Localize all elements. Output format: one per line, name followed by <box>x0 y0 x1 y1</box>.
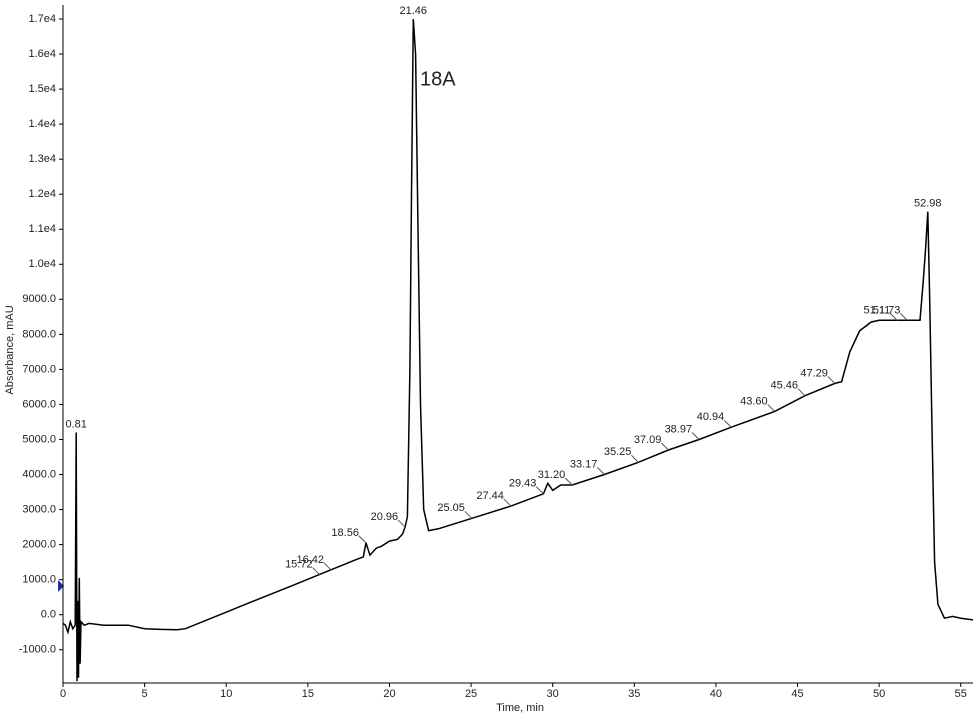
data-line <box>62 18 973 682</box>
leader <box>723 419 732 428</box>
peak-label: 27.44 <box>476 490 504 502</box>
y-tick-label: 6000.0 <box>22 398 56 410</box>
peak-label: 31.20 <box>538 469 566 481</box>
x-tick-label: 40 <box>710 688 722 700</box>
annotation: 18A <box>420 68 456 90</box>
peak-label: 16.42 <box>296 554 324 566</box>
y-tick-label: 1.5e4 <box>28 83 56 95</box>
y-tick-label: 7000.0 <box>22 363 56 375</box>
peak-label: 15.72 <box>285 558 313 570</box>
leader <box>767 404 776 412</box>
y-tick-label: 5000.0 <box>22 433 56 445</box>
x-tick-label: 20 <box>383 688 395 700</box>
leader <box>797 388 806 397</box>
peak-label: 45.46 <box>771 380 799 392</box>
leader <box>827 376 836 384</box>
leader <box>661 442 669 451</box>
y-tick-label: 8000.0 <box>22 328 56 340</box>
peak-label: 29.43 <box>509 478 537 490</box>
y-tick-label: -1000.0 <box>19 644 56 656</box>
x-tick-label: 55 <box>955 688 967 700</box>
peak-label: 43.60 <box>740 395 768 407</box>
peak-label: 47.29 <box>800 367 828 379</box>
x-axis-title: Time, min <box>496 702 544 714</box>
peak-label: 52.98 <box>914 198 942 210</box>
x-tick-label: 30 <box>547 688 559 700</box>
marker <box>58 580 64 592</box>
x-tick-label: 15 <box>302 688 314 700</box>
y-tick-label: 4000.0 <box>22 468 56 480</box>
y-axis-title: Absorbance, mAU <box>4 305 16 394</box>
peak-label: 40.94 <box>697 411 725 423</box>
x-tick-label: 25 <box>465 688 477 700</box>
y-tick-label: 2000.0 <box>22 539 56 551</box>
leader <box>358 535 367 544</box>
leader <box>691 432 700 440</box>
y-tick-label: 1.1e4 <box>28 223 56 235</box>
x-tick-label: 50 <box>873 688 885 700</box>
leader <box>397 519 406 528</box>
y-tick-label: 1.3e4 <box>28 153 56 165</box>
x-tick-label: 5 <box>142 688 148 700</box>
leader <box>536 486 544 495</box>
peak-label: 21.46 <box>400 5 428 17</box>
x-tick-label: 10 <box>220 688 232 700</box>
peak-label: 51.11 <box>864 304 891 316</box>
peak-label: 20.96 <box>371 511 399 523</box>
leader <box>464 510 473 519</box>
leader <box>312 567 320 575</box>
y-tick-label: 1.4e4 <box>28 118 56 130</box>
y-tick-label: 1000.0 <box>22 574 56 586</box>
y-tick-label: 9000.0 <box>22 293 56 305</box>
y-tick-label: 1.6e4 <box>28 48 56 60</box>
peak-label: 18.56 <box>331 527 359 539</box>
leader <box>323 562 332 571</box>
peak-label: 37.09 <box>634 434 662 446</box>
y-tick-label: 1.7e4 <box>28 13 56 25</box>
x-tick-label: 0 <box>60 688 66 700</box>
x-tick-label: 45 <box>791 688 803 700</box>
x-tick-label: 35 <box>628 688 640 700</box>
y-tick-label: 1.0e4 <box>28 258 56 270</box>
leader <box>597 467 605 475</box>
peak-label: 25.05 <box>437 502 465 514</box>
peak-label: 0.81 <box>66 418 87 430</box>
leader <box>889 312 898 321</box>
peak-label: 33.17 <box>570 458 598 470</box>
leader <box>631 454 639 463</box>
peak-label: 51.73 <box>873 304 901 316</box>
y-tick-label: 1.2e4 <box>28 188 56 200</box>
leader <box>503 498 512 507</box>
leader <box>900 312 908 321</box>
peak-label: 38.97 <box>665 423 693 435</box>
leader <box>564 477 573 486</box>
peak-label: 35.25 <box>604 446 632 458</box>
y-tick-label: 3000.0 <box>22 503 56 515</box>
y-tick-label: 0.0 <box>41 609 56 621</box>
